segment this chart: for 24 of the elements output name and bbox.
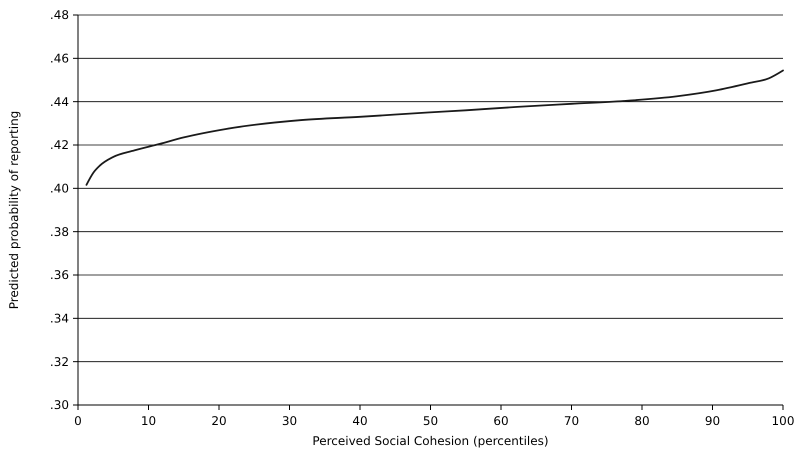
x-tick-label: 90 [704,414,720,428]
y-tick-label: .32 [50,354,69,369]
y-tick-label: .46 [50,52,69,66]
x-tick-label: 0 [74,414,82,428]
x-tick-label: 20 [211,414,227,428]
y-tick-label: .44 [50,94,69,109]
x-tick-label: 80 [634,414,650,428]
x-tick-label: 50 [422,414,438,428]
x-tick-label: 60 [493,414,509,428]
y-tick-label: .34 [50,312,69,326]
y-tick-label: .38 [50,224,69,239]
y-axis-title: Predicted probability of reporting [7,110,21,310]
x-tick-label: 70 [564,414,580,428]
x-tick-label: 10 [140,414,156,428]
y-tick-label: .48 [50,8,69,22]
x-tick-label: 40 [352,414,368,428]
x-tick-label: 30 [282,414,298,428]
y-tick-label: .42 [50,138,69,152]
x-axis-title: Perceived Social Cohesion (percentiles) [312,434,549,448]
y-tick-label: .30 [50,398,69,412]
line-series [86,70,784,186]
y-tick-label: .40 [50,182,69,196]
x-tick-label: 100 [772,414,794,428]
y-tick-label: .36 [50,268,69,282]
